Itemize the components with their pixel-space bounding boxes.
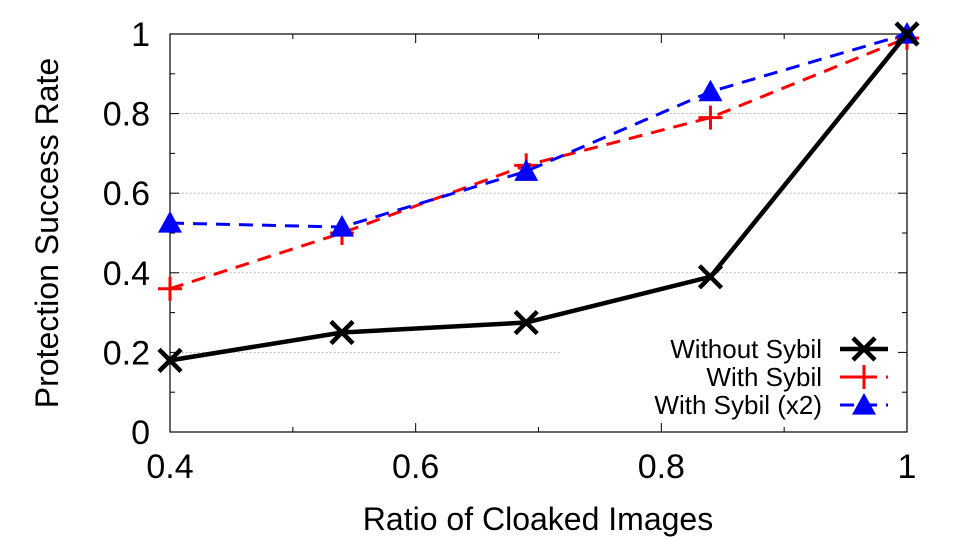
grid-lines [170, 113, 907, 353]
y-tick-label: 0.6 [103, 175, 150, 213]
series-layer [157, 21, 920, 373]
legend-entry: With Sybil [706, 362, 888, 392]
legend-marker [852, 365, 876, 389]
series-line [169, 32, 908, 229]
data-point [698, 105, 723, 130]
x-tick-label: 1 [898, 448, 917, 486]
marker-stroke [851, 336, 877, 362]
marker-stroke [157, 347, 183, 373]
data-point [697, 264, 724, 290]
marker-stroke [894, 21, 920, 47]
y-tick-label: 0.2 [103, 334, 150, 372]
y-axis-label: Protection Success Rate [29, 58, 65, 408]
marker-stroke [513, 309, 539, 336]
x-axis-label: Ratio of Cloaked Images [363, 501, 713, 537]
data-point [514, 159, 539, 181]
data-point [158, 211, 182, 233]
data-point [894, 21, 920, 47]
data-point [329, 215, 354, 237]
x-tick-label: 0.8 [638, 448, 685, 486]
x-tick-label: 0.4 [146, 448, 193, 486]
y-tick-label: 1 [131, 16, 150, 54]
legend-entry: With Sybil (x2) [654, 390, 888, 420]
data-point [158, 276, 182, 301]
data-point [698, 79, 723, 102]
data-point [157, 347, 183, 373]
data-point [329, 319, 355, 346]
y-tick-label: 0.4 [103, 255, 150, 293]
marker-stroke [329, 319, 355, 346]
marker-stroke [697, 264, 724, 290]
legend-label: Without Sybil [670, 334, 822, 364]
legend-marker [852, 393, 876, 415]
legend-label: With Sybil (x2) [654, 390, 822, 420]
legend-label: With Sybil [706, 362, 822, 392]
axis-ticks: 0 0.2 0.4 0.6 0.8 1 0.4 0.6 0.8 1 [103, 16, 917, 486]
legend-entry: Without Sybil [670, 334, 888, 364]
series-line [169, 36, 908, 291]
data-point [513, 309, 539, 336]
y-tick-label: 0 [131, 414, 150, 452]
legend-marker [851, 336, 877, 362]
x-tick-label: 0.6 [392, 448, 439, 486]
series-line [169, 32, 909, 363]
series-without-sybil [157, 21, 920, 373]
series-with-sybil-x2 [158, 22, 919, 237]
y-tick-label: 0.8 [103, 96, 150, 134]
